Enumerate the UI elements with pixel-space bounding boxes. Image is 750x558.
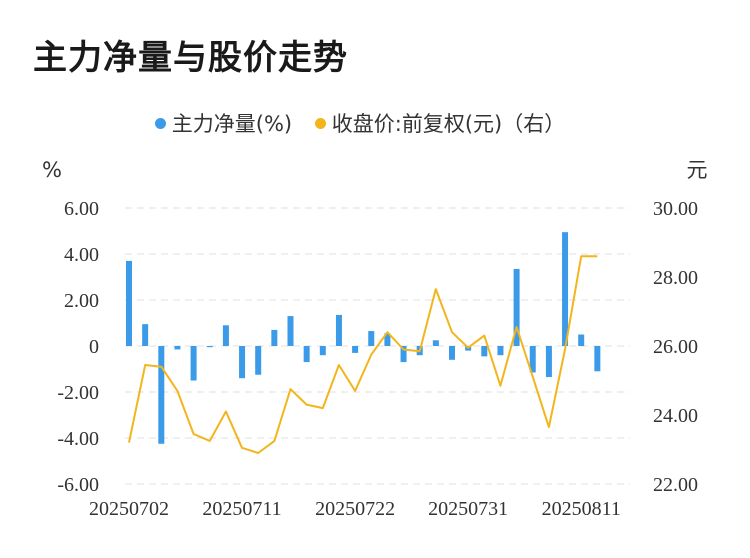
y-left-tick-label: 4.00 — [64, 244, 99, 266]
legend-item-main-net[interactable]: 主力净量(%) — [154, 108, 293, 138]
y-left-tick-label: 2.00 — [64, 290, 99, 312]
bar — [529, 346, 536, 373]
y-left-tick-label: -2.00 — [57, 382, 99, 404]
bar-series — [126, 232, 601, 444]
legend-label-close-price: 收盘价:前复权(元)（右） — [331, 112, 566, 136]
bar — [126, 260, 132, 346]
bar — [142, 324, 149, 346]
bar — [368, 331, 375, 346]
legend-label-main-net: 主力净量(%) — [171, 112, 293, 136]
bar — [497, 346, 504, 356]
legend-marker-blue — [154, 118, 166, 129]
bar — [255, 346, 262, 375]
y-right-unit-label: 元 — [687, 158, 708, 182]
x-tick-label: 20250722 — [315, 498, 395, 520]
bar — [271, 329, 278, 346]
bar — [174, 346, 181, 350]
bar — [562, 232, 569, 346]
x-tick-label: 20250811 — [542, 498, 621, 520]
y-left-tick-label: -6.00 — [57, 474, 99, 496]
bar — [222, 325, 229, 346]
y-left-tick-label: 6.00 — [64, 198, 99, 220]
y-right-tick-label: 28.00 — [653, 267, 698, 289]
bar — [513, 268, 520, 346]
legend-marker-yellow — [314, 118, 326, 129]
y-right-axis: 30.00 28.00 26.00 24.00 22.00 — [653, 198, 698, 496]
page-title: 主力净量与股价走势 — [33, 38, 348, 78]
bar — [190, 346, 197, 381]
y-right-tick-label: 22.00 — [653, 474, 698, 496]
bar — [206, 346, 213, 348]
y-left-unit-label: % — [42, 158, 62, 182]
bar — [287, 316, 294, 346]
close-price-line — [128, 255, 598, 454]
legend: 主力净量(%) 收盘价:前复权(元)（右） — [0, 108, 720, 138]
y-right-tick-label: 26.00 — [653, 336, 698, 358]
bar — [319, 346, 326, 356]
x-tick-label: 20250731 — [428, 498, 508, 520]
x-tick-label: 20250711 — [202, 498, 281, 520]
bar — [352, 346, 359, 353]
x-axis: 20250702 20250711 20250722 20250731 20250811 — [89, 498, 621, 520]
bar — [400, 346, 407, 363]
bar — [158, 346, 165, 444]
bar — [335, 314, 342, 346]
bar — [545, 346, 552, 378]
y-left-axis: 6.00 4.00 2.00 0 -2.00 -4.00 -6.00 — [57, 198, 99, 496]
y-right-tick-label: 30.00 — [653, 198, 698, 220]
y-right-tick-label: 24.00 — [653, 405, 698, 427]
bar — [481, 346, 488, 357]
x-tick-label: 20250702 — [89, 498, 169, 520]
y-left-tick-label: 0 — [89, 336, 99, 358]
bar — [449, 346, 455, 360]
bar — [594, 346, 601, 372]
legend-item-close-price[interactable]: 收盘价:前复权(元)（右） — [314, 108, 566, 138]
bar — [303, 346, 310, 363]
bar — [578, 334, 585, 346]
bar — [239, 346, 246, 379]
y-left-tick-label: -4.00 — [57, 428, 99, 450]
line-series — [128, 255, 598, 454]
bar — [432, 340, 439, 346]
bar — [384, 333, 391, 346]
